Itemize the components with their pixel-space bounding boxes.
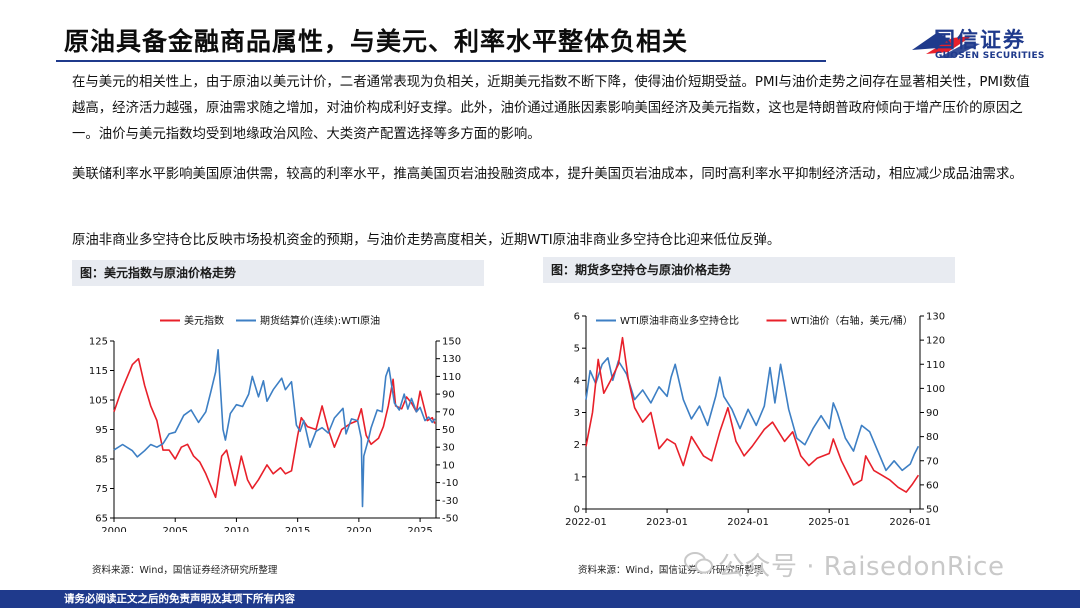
x-tick-label: 2022-01 — [565, 517, 607, 528]
figure-caption-2: 图：期货多空持仓与原油价格走势 — [543, 257, 955, 283]
y-left-tick-label: 125 — [89, 337, 108, 348]
y-right-tick-label: 70 — [442, 407, 455, 418]
chart-positioning-vs-oil: 2022-01 2023-01 2024-01 2025-01 2026-01 0 1 2 3 4… — [565, 312, 945, 529]
y-right-tick-label: -50 — [442, 514, 458, 525]
y-right-tick-label: 90 — [442, 390, 455, 401]
x-tick-label: 2005 — [162, 526, 187, 532]
wechat-icon — [684, 552, 713, 574]
y-right-tick-label: 100 — [926, 384, 945, 395]
paragraph-interest-rate: 美联储利率水平影响美国原油供需，较高的利率水平，推高美国页岩油投融资成本，提升美… — [72, 167, 1023, 182]
y-left-tick-label: 105 — [89, 396, 108, 407]
series-line-1 — [113, 357, 436, 499]
y-right-tick-label: 130 — [926, 312, 945, 323]
figure-caption-1: 图：美元指数与原油价格走势 — [72, 260, 484, 286]
y-left-tick-label: 115 — [89, 366, 108, 377]
y-right-tick-label: 60 — [926, 480, 939, 491]
y-left-tick-label: 6 — [574, 312, 580, 323]
y-right-tick-label: 50 — [926, 505, 939, 516]
footer-bar: 请务必阅读正文之后的免责声明及其项下所有内容 — [0, 590, 1080, 608]
x-tick-label: 2023-01 — [646, 517, 688, 528]
paragraph-usd-correlation: 在与美元的相关性上，由于原油以美元计价，二者通常表现为负相关，近期美元指数不断下… — [72, 75, 1030, 142]
y-left-tick-label: 5 — [574, 344, 580, 355]
series-line-2 — [585, 336, 920, 493]
x-tick-label: 2010 — [224, 526, 249, 532]
y-right-tick-label: 130 — [442, 354, 461, 365]
x-tick-label: 2025 — [407, 526, 432, 532]
x-tick-label: 2024-01 — [727, 517, 769, 528]
y-right-tick-label: 150 — [442, 337, 461, 348]
brand-name-en: GUOSEN SECURITIES — [935, 51, 1045, 61]
x-tick-label: 2015 — [285, 526, 310, 532]
series-line-2 — [113, 349, 436, 508]
legend-label-1: 美元指数 — [184, 314, 224, 327]
legend-label-2: 期货结算价(连续):WTI原油 — [260, 314, 380, 327]
series-line-1 — [585, 357, 920, 472]
y-right-tick-label: 50 — [442, 425, 455, 436]
y-right-tick-label: 110 — [442, 372, 461, 383]
y-left-tick-label: 4 — [574, 376, 580, 387]
y-left-tick-label: 65 — [95, 514, 108, 525]
y-right-tick-label: 70 — [926, 456, 939, 467]
y-left-tick-label: 75 — [95, 484, 108, 495]
x-tick-label: 2026-01 — [889, 517, 931, 528]
y-left-tick-label: 85 — [95, 455, 108, 466]
x-tick-label: 2000 — [101, 526, 126, 532]
chart-usd-vs-oil: 2000 2005 2010 2015 2020 2025 65 75 85 95 105 115 12… — [89, 314, 461, 532]
y-right-tick-label: 10 — [442, 460, 455, 471]
title-divider — [56, 60, 826, 62]
x-tick-label: 2025-01 — [808, 517, 850, 528]
watermark: 公众号 · RaisedonRice — [718, 552, 1005, 582]
y-right-tick-label: 30 — [442, 443, 455, 454]
source-note-2: 资料来源：Wind，国信证券经济研究所整理 — [578, 565, 764, 576]
y-right-tick-label: 120 — [926, 336, 945, 347]
y-right-tick-label: -30 — [442, 496, 458, 507]
source-note-1: 资料来源：Wind，国信证券经济研究所整理 — [92, 565, 278, 576]
guosen-logo-icon — [912, 32, 980, 58]
paragraph-positioning: 原油非商业多空持仓比反映市场投机资金的预期，与油价走势高度相关，近期WTI原油非… — [72, 233, 781, 248]
y-right-tick-label: 110 — [926, 360, 945, 371]
page-title: 原油具备金融商品属性，与美元、利率水平整体负相关 — [64, 27, 689, 56]
y-right-tick-label: 90 — [926, 408, 939, 419]
y-right-tick-label: 80 — [926, 432, 939, 443]
y-right-tick-label: -10 — [442, 478, 458, 489]
y-left-tick-label: 2 — [574, 440, 580, 451]
y-left-tick-label: 1 — [574, 472, 580, 483]
y-left-tick-label: 95 — [95, 425, 108, 436]
y-left-tick-label: 3 — [574, 408, 580, 419]
x-tick-label: 2020 — [346, 526, 371, 532]
brand-name: 国信证券 — [934, 28, 1026, 52]
legend-label-2: WTI油价（右轴，美元/桶） — [791, 314, 913, 327]
y-left-tick-label: 0 — [574, 505, 580, 516]
footer-disclaimer: 请务必阅读正文之后的免责声明及其项下所有内容 — [64, 593, 295, 605]
legend-label-1: WTI原油非商业多空持仓比 — [620, 314, 739, 327]
